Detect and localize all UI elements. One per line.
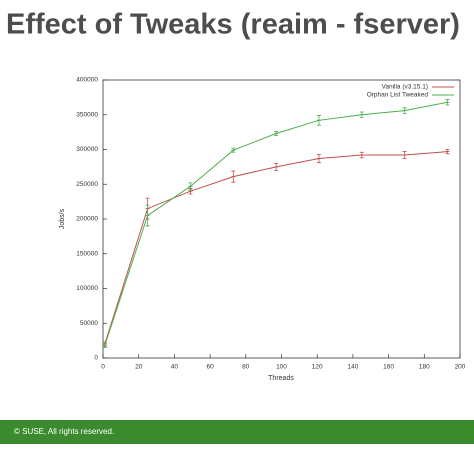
error-bar [445,149,450,155]
x-axis-label: Threads [268,375,294,382]
x-tick-label: 80 [242,364,250,371]
y-tick-label: 100000 [76,285,98,292]
x-tick-label: 20 [135,364,143,371]
legend-label: Orphan List Tweaked [367,92,429,99]
y-tick-label: 200000 [76,216,98,223]
error-bar [188,188,193,195]
y-tick-label: 50000 [80,320,98,327]
footer-text: © SUSE, All rights reserved. [14,427,114,436]
y-tick-label: 350000 [76,111,98,118]
x-tick-label: 180 [419,364,430,371]
x-tick-label: 40 [171,364,179,371]
y-axis-label: Jobs/s [59,208,66,229]
slide-title: Effect of Tweaks (reaim - fserver) [6,9,460,41]
error-bar [359,151,364,159]
y-tick-label: 0 [94,355,98,362]
y-tick-label: 300000 [76,146,98,153]
error-bar [316,153,321,164]
y-tick-label: 400000 [76,77,98,84]
error-bar [402,107,407,114]
x-tick-label: 140 [347,364,358,371]
error-bar [102,343,107,348]
series-line [104,101,448,346]
error-bar [231,170,236,183]
plot-frame [102,79,461,359]
y-tick-label: 250000 [76,181,98,188]
error-bar [274,131,279,136]
error-bar [231,147,236,153]
y-tick-label: 150000 [76,250,98,257]
error-bar [316,115,321,126]
error-bar [359,111,364,118]
footer-bar [0,420,474,444]
x-tick-label: 200 [455,364,466,371]
x-tick-label: 60 [206,364,214,371]
x-tick-label: 0 [101,364,105,371]
error-bar [188,182,193,191]
x-tick-label: 160 [383,364,394,371]
error-bar [145,204,150,227]
x-tick-label: 100 [276,364,287,371]
error-bar [274,163,279,171]
x-tick-label: 120 [312,364,323,371]
legend-label: Vanilla (v3.15.1) [382,84,429,91]
error-bar [445,99,450,106]
error-bar [402,151,407,159]
series-line [104,151,448,345]
